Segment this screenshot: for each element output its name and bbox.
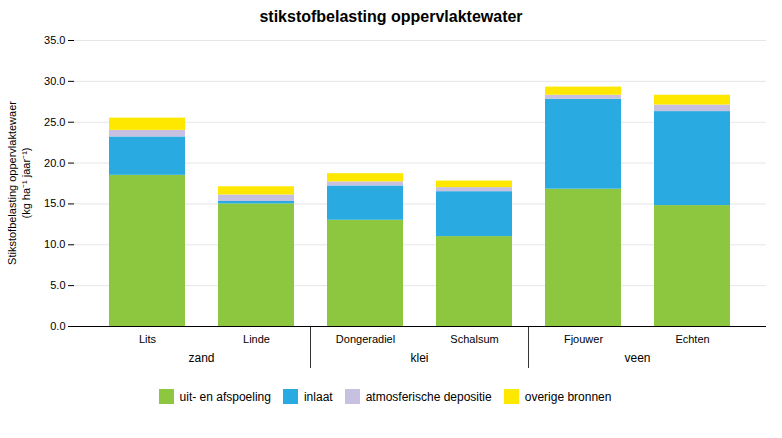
svg-text:Linde: Linde (243, 333, 270, 345)
html-text:atmosferische depositie: atmosferische depositie (365, 389, 492, 404)
svg-text:Dongeradiel: Dongeradiel (336, 333, 395, 345)
svg-text:20.0: 20.0 (44, 157, 65, 169)
svg-text:zand: zand (188, 351, 214, 365)
html-text:stikstofbelasting oppervlaktew: stikstofbelasting oppervlaktewater (259, 8, 523, 25)
svg-text:Fjouwer: Fjouwer (564, 333, 603, 345)
html-text:uit- en afspoeling: uit- en afspoeling (179, 389, 271, 404)
html-text:overige bronnen: overige bronnen (524, 389, 612, 404)
svg-text:klei: klei (410, 351, 428, 365)
svg-text:Echten: Echten (675, 333, 709, 345)
svg-text:veen: veen (624, 351, 650, 365)
svg-text:15.0: 15.0 (44, 197, 65, 209)
svg-text:30.0: 30.0 (44, 75, 65, 87)
svg-text:Lits: Lits (139, 333, 157, 345)
svg-text:10.0: 10.0 (44, 238, 65, 250)
html-text:inlaat: inlaat (304, 389, 333, 404)
svg-text:Schalsum: Schalsum (450, 333, 498, 345)
svg-text:35.0: 35.0 (44, 34, 65, 46)
svg-text:Stikstofbelasting oppervlaktew: Stikstofbelasting oppervlaktewaer(kg ha⁻… (6, 101, 32, 265)
svg-text:5.0: 5.0 (50, 279, 65, 291)
svg-text:25.0: 25.0 (44, 116, 65, 128)
svg-text:0.0: 0.0 (50, 320, 65, 332)
